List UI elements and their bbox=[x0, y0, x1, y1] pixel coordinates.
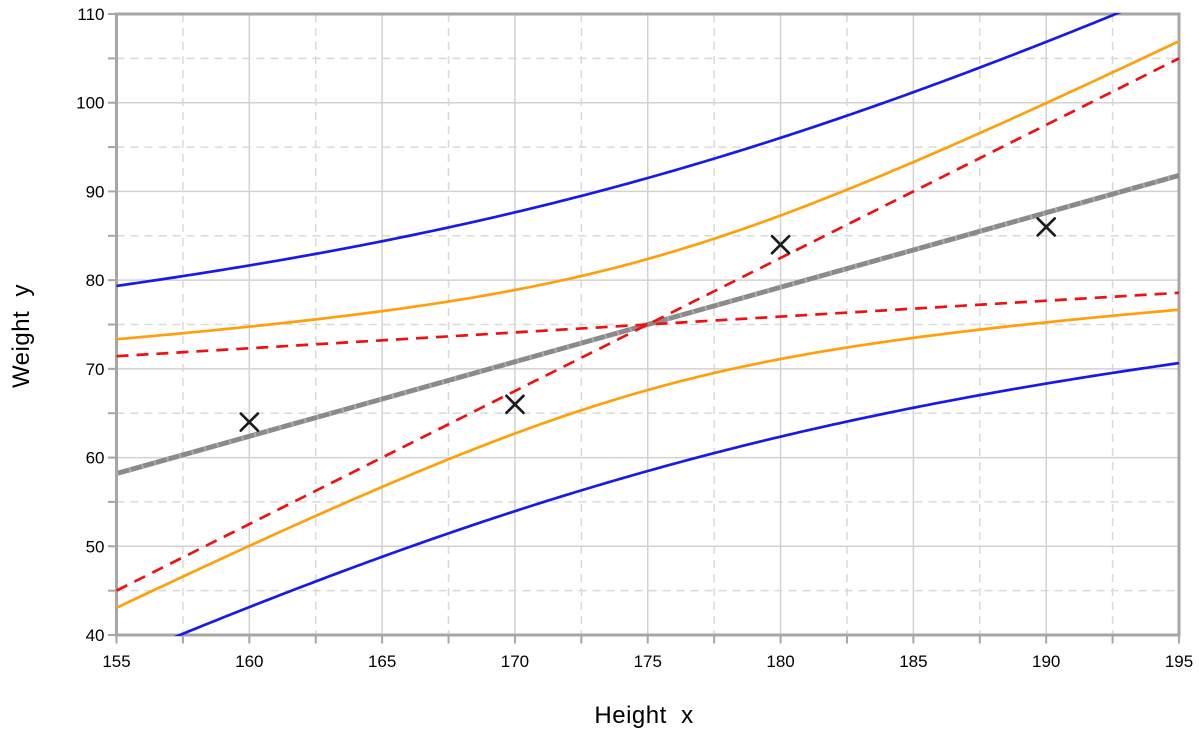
slope-ci-shallow-line bbox=[116, 291, 1180, 358]
y-axis-title: Weight y bbox=[8, 283, 35, 389]
x-marker-stroke bbox=[505, 394, 525, 415]
y-tick-label: 110 bbox=[77, 5, 104, 24]
x-tick-label: 180 bbox=[766, 652, 794, 671]
confidence-band-lower bbox=[115, 308, 1180, 610]
x-marker-stroke bbox=[770, 234, 791, 255]
data-point-marker bbox=[770, 234, 791, 255]
data-point-marker bbox=[1036, 217, 1057, 237]
regression-line-texture bbox=[115, 173, 1180, 476]
plot-frame bbox=[115, 12, 1181, 637]
confidence-band-upper bbox=[116, 39, 1180, 341]
x-axis-title: Height x bbox=[594, 702, 694, 729]
y-tick-label: 70 bbox=[86, 360, 105, 379]
x-tick-label: 165 bbox=[368, 652, 396, 671]
y-tick-label: 100 bbox=[76, 94, 104, 113]
y-tick-label: 50 bbox=[86, 537, 105, 556]
x-tick-label: 160 bbox=[235, 652, 263, 671]
data-point-marker bbox=[505, 394, 525, 415]
x-tick-label: 170 bbox=[501, 652, 529, 671]
series-group bbox=[115, 13, 1180, 636]
x-tick-label: 190 bbox=[1032, 652, 1060, 671]
prediction-band-upper bbox=[116, 13, 1122, 288]
prediction-band-lower bbox=[173, 361, 1180, 636]
y-tick-label: 40 bbox=[86, 626, 105, 645]
x-marker-stroke bbox=[1036, 217, 1057, 237]
x-tick-label: 175 bbox=[634, 652, 662, 671]
x-tick-label: 155 bbox=[102, 652, 130, 671]
y-tick-label: 90 bbox=[86, 182, 105, 201]
y-tick-label: 60 bbox=[86, 449, 105, 468]
data-point-marker bbox=[239, 412, 260, 432]
y-tick-label: 80 bbox=[86, 271, 105, 290]
x-marker-stroke bbox=[239, 412, 260, 432]
x-tick-label: 195 bbox=[1165, 652, 1193, 671]
slope-ci-steep-line bbox=[115, 57, 1180, 592]
x-tick-label: 185 bbox=[899, 652, 927, 671]
